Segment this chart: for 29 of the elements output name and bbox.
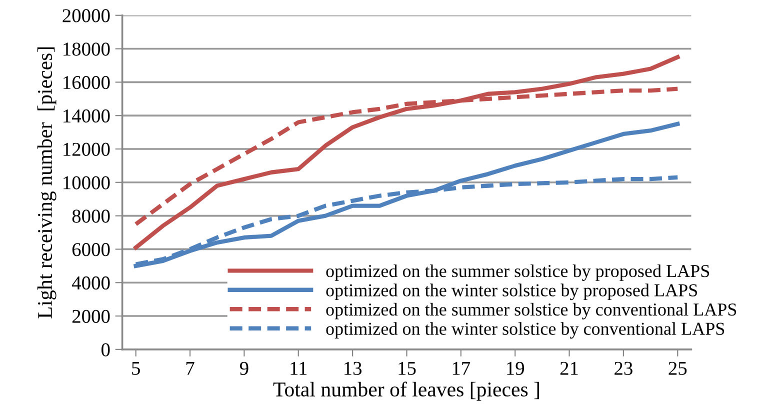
legend-label: optimized on the summer solstice by proposed LAPS xyxy=(326,264,710,281)
y-axis-title: Light receiving number [pieces] xyxy=(37,47,56,318)
x-tick-label: 5 xyxy=(132,362,140,375)
y-tick-label: 16000 xyxy=(64,76,110,90)
legend-label: optimized on the summer solstice by conventional LAPS xyxy=(326,302,736,320)
legend-label: optimized on the winter solstice by proposed LAPS xyxy=(326,284,698,300)
y-tick-label: 18000 xyxy=(64,42,110,56)
x-tick-label: 13 xyxy=(344,362,362,375)
x-tick-label: 9 xyxy=(240,362,248,375)
line-series xyxy=(134,55,680,250)
x-axis-title: Total number of leaves [pieces ] xyxy=(273,382,539,401)
y-tick-label: 8000 xyxy=(72,210,110,223)
x-tick-label: 21 xyxy=(560,362,578,375)
x-tick-label: 19 xyxy=(507,362,524,375)
y-tick-label: 20000 xyxy=(62,9,110,22)
y-tick-label: 2000 xyxy=(72,310,110,323)
x-tick-label: 23 xyxy=(614,362,632,375)
x-tick-label: 17 xyxy=(452,362,470,375)
x-tick-label: 25 xyxy=(668,362,687,375)
x-tick-label: 11 xyxy=(290,362,307,375)
y-tick-label: 14000 xyxy=(64,109,110,123)
y-tick-label: 6000 xyxy=(72,243,110,256)
y-tick-label: 12000 xyxy=(64,142,110,156)
y-tick-label: 10000 xyxy=(64,176,110,190)
x-tick-label: 7 xyxy=(186,362,194,375)
y-tick-label: 0 xyxy=(102,343,110,356)
x-tick-label: 15 xyxy=(398,362,416,375)
legend-label: optimized on the winter solstice by conventional LAPS xyxy=(326,322,724,339)
y-tick-label: 4000 xyxy=(72,276,110,290)
